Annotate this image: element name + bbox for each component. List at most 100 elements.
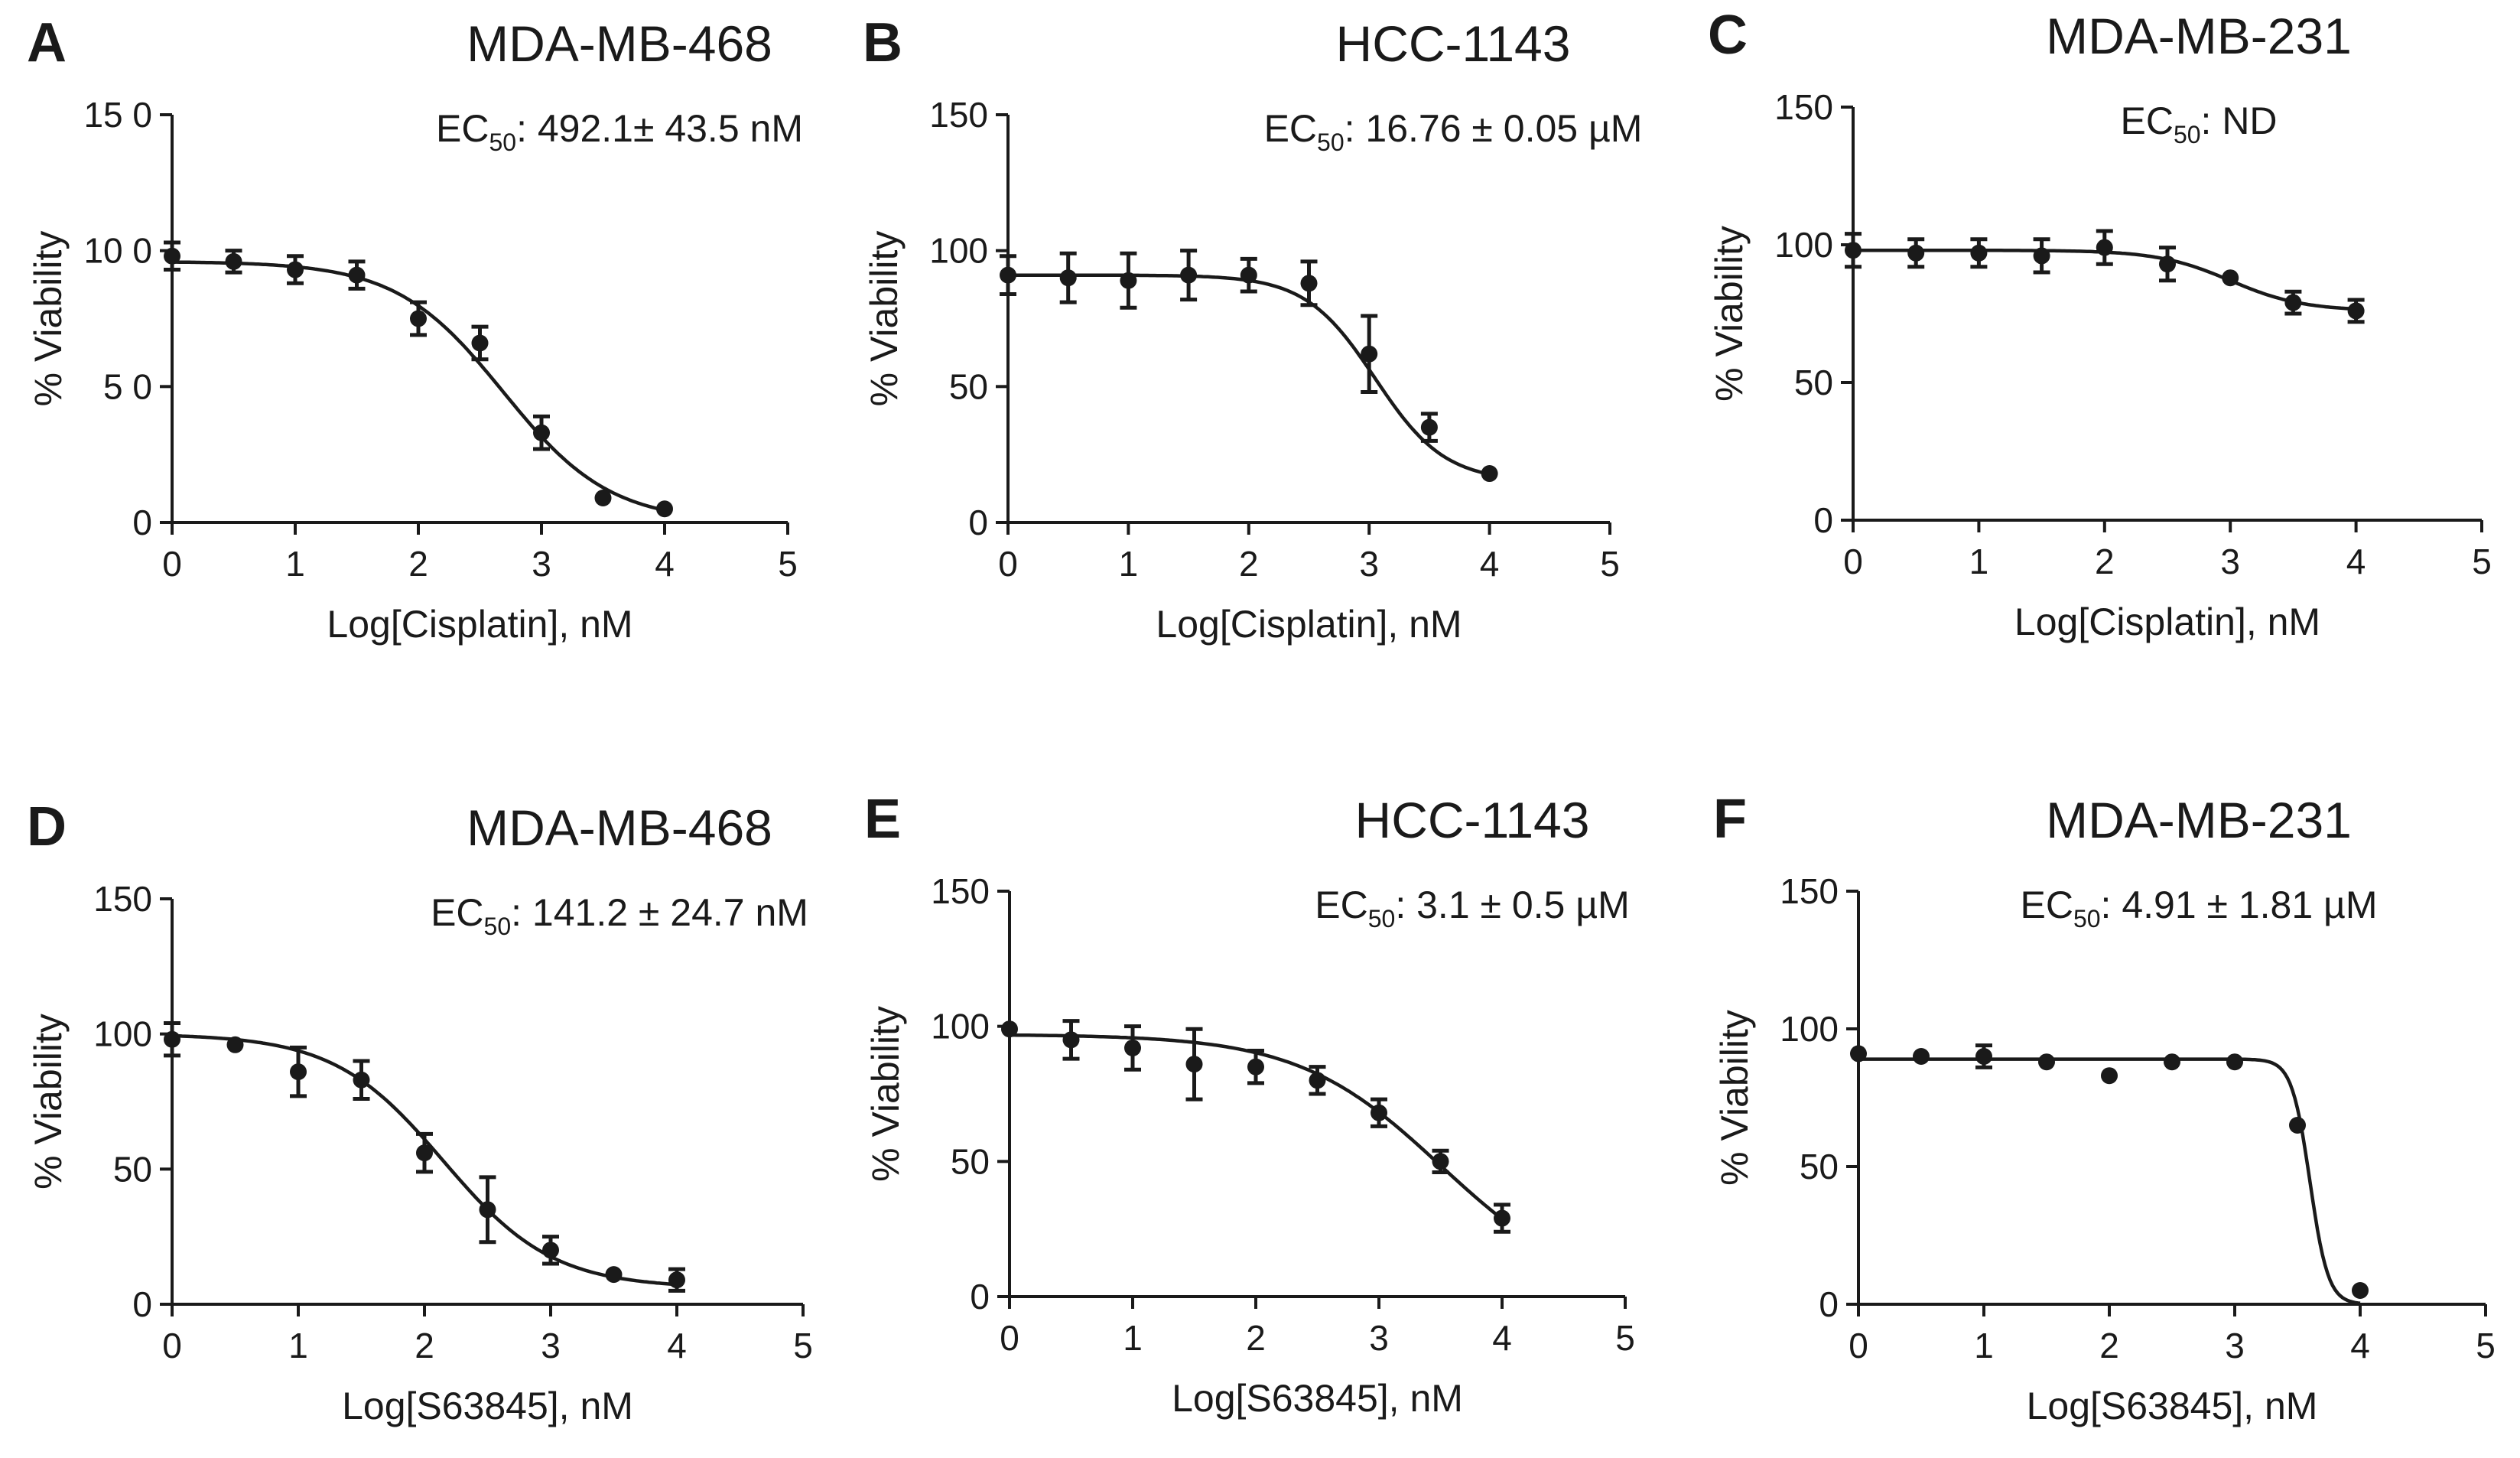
data-point: [1494, 1209, 1510, 1227]
x-tick-label: 0: [1000, 1318, 1019, 1358]
data-point: [1850, 1045, 1867, 1063]
ec50-annotation: EC50: 4.91 ± 1.81 µM: [2020, 884, 2377, 932]
y-tick-label: 0: [1813, 500, 1833, 540]
data-point: [2164, 1053, 2180, 1071]
y-tick-label: 50: [951, 1141, 990, 1181]
data-point: [2101, 1067, 2118, 1085]
data-point: [1059, 269, 1077, 287]
data-point: [594, 490, 612, 507]
x-tick-label: 5: [793, 1326, 813, 1365]
x-tick-label: 0: [1849, 1326, 1868, 1365]
fit-curve: [1858, 1057, 2361, 1305]
x-axis-title: Log[Cisplatin], nM: [2014, 600, 2320, 643]
x-tick-label: 2: [1239, 544, 1259, 584]
x-tick-label: 5: [2472, 542, 2492, 581]
x-tick-label: 1: [288, 1326, 308, 1365]
data-point: [533, 424, 550, 441]
data-point: [1180, 266, 1198, 284]
data-point: [1240, 266, 1257, 284]
y-tick-label: 50: [113, 1149, 152, 1189]
ec50-annotation: EC50: ND: [2120, 99, 2277, 148]
y-tick-label: 150: [1774, 87, 1833, 127]
panel-letter: E: [864, 789, 901, 850]
data-point: [2284, 294, 2302, 311]
y-tick-label: 0: [132, 503, 152, 542]
y-tick-label: 0: [1819, 1284, 1839, 1324]
data-point: [2096, 239, 2113, 256]
data-point: [2033, 247, 2050, 265]
data-point: [164, 1030, 180, 1048]
y-tick-label: 100: [931, 1007, 990, 1046]
y-tick-label: 150: [93, 879, 152, 919]
x-tick-label: 4: [1480, 544, 1500, 584]
data-point: [1185, 1056, 1203, 1073]
data-point: [1361, 345, 1378, 363]
x-tick-label: 4: [655, 544, 675, 584]
x-tick-label: 1: [285, 544, 305, 584]
x-tick-label: 3: [2225, 1326, 2245, 1365]
data-point: [1001, 1020, 1018, 1038]
data-point: [1975, 1048, 1992, 1065]
y-tick-label: 5 0: [103, 366, 152, 406]
x-axis-title: Log[S63845], nM: [342, 1385, 633, 1427]
data-point: [479, 1201, 496, 1219]
panel-letter: D: [27, 796, 67, 858]
data-point: [2347, 302, 2365, 320]
panel-letter: A: [27, 12, 67, 73]
y-axis-title: % Viability: [864, 1006, 907, 1182]
data-point: [1000, 266, 1016, 284]
panel-title: HCC-1143: [1355, 792, 1590, 848]
data-point: [348, 266, 366, 284]
data-point: [1970, 244, 1988, 262]
y-axis-title: % Viability: [1708, 226, 1751, 402]
fit-curve: [1008, 273, 1491, 477]
data-point: [1300, 275, 1318, 292]
y-tick-label: 100: [1780, 1009, 1839, 1049]
ec50-annotation: EC50: 3.1 ± 0.5 µM: [1315, 884, 1629, 932]
panel-letter: F: [1713, 789, 1747, 850]
x-tick-label: 5: [2476, 1326, 2496, 1365]
x-tick-label: 0: [162, 544, 182, 584]
y-tick-label: 50: [1794, 363, 1833, 402]
x-axis-title: Log[S63845], nM: [1172, 1377, 1463, 1420]
data-point: [1481, 465, 1498, 483]
data-point: [656, 500, 673, 518]
y-tick-label: 150: [1780, 871, 1839, 911]
data-point: [1845, 242, 1862, 259]
y-tick-label: 0: [132, 1284, 152, 1324]
y-tick-label: 50: [949, 366, 988, 406]
ec50-annotation: EC50: 492.1± 43.5 nM: [436, 107, 803, 156]
data-point: [605, 1266, 623, 1284]
data-point: [410, 310, 427, 327]
data-point: [416, 1144, 433, 1162]
x-tick-label: 2: [415, 1326, 434, 1365]
x-tick-label: 5: [778, 544, 798, 584]
x-tick-label: 2: [408, 544, 428, 584]
panel-title: MDA-MB-231: [2046, 8, 2352, 64]
x-tick-label: 4: [2350, 1326, 2370, 1365]
x-tick-label: 0: [1843, 542, 1863, 581]
ec50-annotation: EC50: 16.76 ± 0.05 µM: [1264, 107, 1643, 156]
data-point: [1062, 1031, 1080, 1049]
chart-panel-a: A MDA-MB-468 EC50: 492.1± 43.5 nM 0 1 2 3 4 5 0 5 …: [27, 12, 803, 646]
x-tick-label: 1: [1119, 544, 1139, 584]
x-tick-label: 3: [541, 1326, 561, 1365]
y-tick-label: 50: [1800, 1147, 1839, 1186]
x-tick-label: 0: [998, 544, 1018, 584]
x-tick-label: 1: [1974, 1326, 1994, 1365]
x-axis-title: Log[S63845], nM: [2027, 1385, 2318, 1427]
data-point: [353, 1071, 370, 1089]
x-tick-label: 0: [162, 1326, 182, 1365]
x-tick-label: 5: [1615, 1318, 1635, 1358]
y-axis-title: % Viability: [863, 231, 906, 407]
data-point: [2038, 1053, 2055, 1071]
x-tick-label: 2: [2099, 1326, 2119, 1365]
x-axis-title: Log[Cisplatin], nM: [1156, 603, 1462, 646]
y-tick-label: 100: [929, 231, 988, 271]
data-point: [2222, 269, 2239, 287]
data-point: [1907, 244, 1925, 262]
ec50-annotation: EC50: 141.2 ± 24.7 nM: [431, 891, 808, 940]
x-tick-label: 4: [667, 1326, 687, 1365]
